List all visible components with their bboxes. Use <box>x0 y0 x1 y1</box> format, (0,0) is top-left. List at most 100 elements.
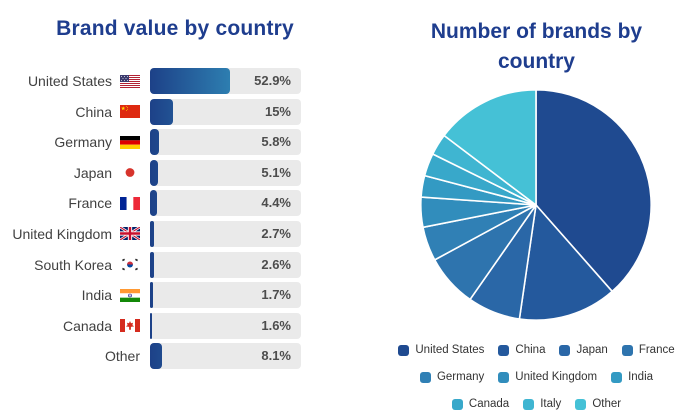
legend-row: Germany United Kingdom India <box>362 371 700 383</box>
bar-fill <box>150 190 157 217</box>
bar-row: Japan 5.1% <box>0 159 350 186</box>
bar-track: 2.7% <box>150 220 301 247</box>
legend-swatch-icon <box>523 398 535 410</box>
de-flag-icon <box>120 135 140 149</box>
bar-row: United States 52.9% <box>0 68 350 94</box>
bar-value-label: 2.6% <box>261 256 291 272</box>
bar-track: 2.6% <box>150 251 301 278</box>
kr-flag-icon <box>120 258 140 272</box>
bar-row-label: China <box>75 103 112 120</box>
bar-row-label: United Kingdom <box>12 225 112 242</box>
legend-item-other: Other <box>575 398 621 410</box>
bar-value-label: 1.6% <box>261 317 291 333</box>
legend-item-france: France <box>621 344 675 356</box>
legend-label: United Kingdom <box>515 371 598 383</box>
bar-value-label: 8.1% <box>261 348 291 364</box>
bar-fill <box>150 68 230 94</box>
bar-value-label: 5.1% <box>261 164 291 180</box>
bar-row: Germany 5.8% <box>0 129 350 156</box>
gb-flag-icon <box>120 227 140 241</box>
bar-row: United Kingdom 2.7% <box>0 220 350 247</box>
bar-fill <box>150 129 159 156</box>
bar-row-label: United States <box>27 73 112 89</box>
ca-flag-icon <box>120 319 140 333</box>
bar-value-label: 1.7% <box>261 287 291 303</box>
pie-chart <box>420 89 652 321</box>
bar-fill <box>150 220 155 247</box>
jp-flag-icon <box>120 166 140 180</box>
pie-slice-united-states <box>535 89 652 293</box>
legend-swatch-icon <box>611 371 623 383</box>
bar-chart-section: Brand value by country United States 52.9… <box>0 17 350 374</box>
legend-label: United States <box>415 344 485 356</box>
legend-swatch-icon <box>621 344 633 356</box>
bar-row: Canada 1.6% <box>0 312 350 339</box>
bar-track: 4.4% <box>150 190 301 217</box>
bar-chart-title: Brand value by country <box>56 17 294 40</box>
in-flag-icon <box>120 288 140 302</box>
legend-label: France <box>638 344 675 356</box>
bar-row: France 4.4% <box>0 190 350 217</box>
bar-fill <box>150 343 163 370</box>
cn-flag-icon <box>120 105 140 119</box>
bar-track: 5.1% <box>150 159 301 186</box>
bar-track: 5.8% <box>150 129 301 156</box>
bar-fill <box>150 98 173 125</box>
legend-label: Germany <box>436 371 485 383</box>
bar-value-label: 5.8% <box>261 134 291 150</box>
legend-label: Japan <box>576 344 608 356</box>
bar-value-label: 15% <box>264 103 291 119</box>
legend-label: Canada <box>468 398 510 410</box>
bar-row-label: Other <box>104 348 140 365</box>
pie-chart-section: Number of brands by country United State… <box>362 0 700 420</box>
bar-row-label: South Korea <box>34 256 112 273</box>
legend-swatch-icon <box>398 344 410 356</box>
pie-slice-china <box>518 204 613 321</box>
legend-row: Canada Italy Other <box>362 398 700 410</box>
legend-row: United States China Japan France <box>362 344 700 356</box>
bar-row-label: Germany <box>54 134 112 151</box>
bar-row-label: Japan <box>73 164 112 181</box>
legend-item-canada: Canada <box>451 398 510 410</box>
pie-legend: United States China Japan France Germany Unit… <box>362 344 700 420</box>
bar-value-label: 2.7% <box>261 225 291 241</box>
bar-row: South Korea 2.6% <box>0 251 350 278</box>
bar-fill <box>150 312 153 339</box>
legend-item-china: China <box>498 344 545 356</box>
legend-item-germany: Germany <box>419 371 485 383</box>
legend-label: Italy <box>540 398 562 410</box>
bar-track: 1.7% <box>150 282 301 309</box>
legend-label: Other <box>592 398 622 410</box>
fr-flag-icon <box>120 196 140 210</box>
legend-swatch-icon <box>498 344 510 356</box>
pie-chart-title: Number of brands by country <box>430 20 643 73</box>
bar-track: 15% <box>150 98 301 125</box>
bar-track: 1.6% <box>150 312 301 339</box>
bar-row-label: India <box>81 287 112 304</box>
legend-swatch-icon <box>559 344 571 356</box>
legend-swatch-icon <box>451 398 463 410</box>
legend-item-united-kingdom: United Kingdom <box>498 371 597 383</box>
legend-swatch-icon <box>498 371 510 383</box>
bar-fill <box>150 282 153 309</box>
legend-item-japan: Japan <box>559 344 608 356</box>
bar-row: India 1.7% <box>0 282 350 309</box>
bar-row-label: Canada <box>62 317 112 334</box>
pie-slice-other <box>443 89 537 206</box>
bar-value-label: 4.4% <box>261 195 291 211</box>
pie-chart-title-wrap: Number of brands by country <box>362 17 700 77</box>
bar-value-label: 52.9% <box>254 73 291 88</box>
bar-row: Other 8.1% <box>0 343 350 370</box>
bar-row: China 15% <box>0 98 350 125</box>
bar-fill <box>150 251 154 278</box>
bar-track: 52.9% <box>150 68 301 94</box>
legend-item-italy: Italy <box>523 398 561 410</box>
bar-row-label: France <box>68 195 112 212</box>
legend-item-india: India <box>611 371 653 383</box>
us-flag-icon <box>120 74 140 88</box>
legend-label: India <box>628 371 654 383</box>
bar-track: 8.1% <box>150 343 301 370</box>
bar-chart: United States 52.9% China 15% Germany 5.8% Jap… <box>0 68 350 374</box>
legend-swatch-icon <box>575 398 587 410</box>
bar-fill <box>150 159 158 186</box>
